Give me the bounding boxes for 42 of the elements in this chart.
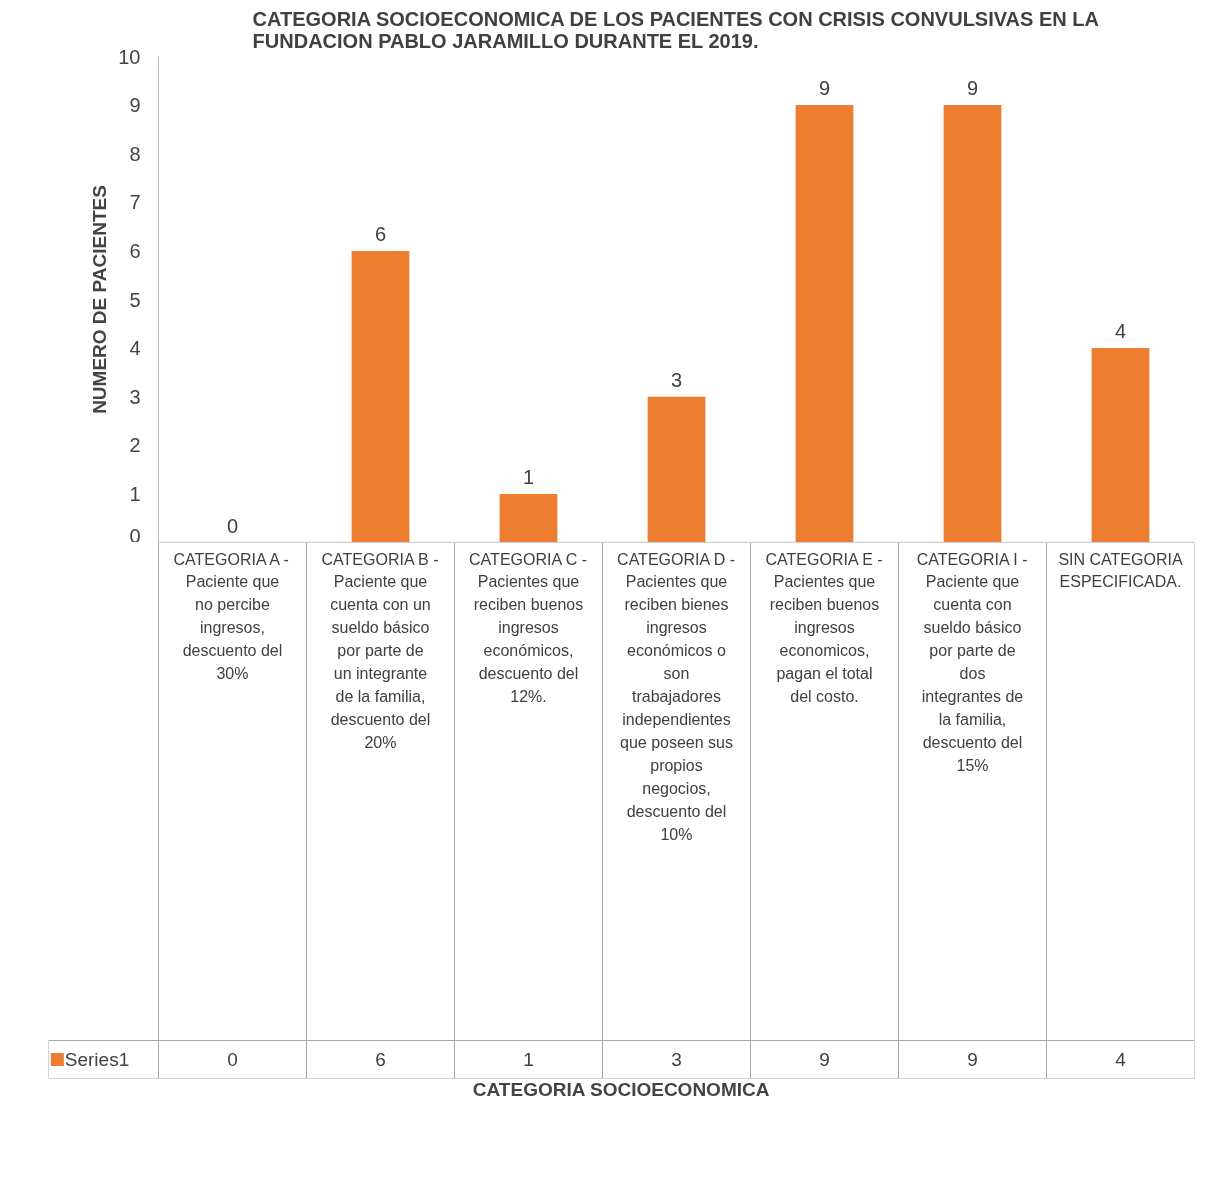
y-tick-label: 5 (129, 288, 141, 311)
data-label: 1 (523, 1049, 534, 1070)
x-tick-label: CATEGORIA A - Paciente que no percibe ingresos, descuento del 30% (173, 550, 289, 683)
y-tick-label: 3 (129, 385, 141, 408)
category-label: CATEGORIA D - Pacientes que reciben bienes ingresos económicos o son trabajadores independientes que poseen sus propios negocios, descuento del 10% (617, 550, 736, 843)
x-tick-label: CATEGORIA C - Pacientes que reciben buenos ingresos económicos, descuento del 12%. (469, 550, 588, 706)
y-tick-label: 4 (129, 337, 141, 360)
bar (1091, 348, 1150, 542)
x-tick-label: CATEGORIA E - Pacientes que reciben buenos ingresos economicos, pagan el total del costo. (765, 550, 883, 706)
y-tick-label: 7 (129, 191, 141, 214)
bar (499, 493, 558, 542)
chart-title: CATEGORIA SOCIOECONOMICA DE LOS PACIENTES CON CRISIS CONVULSIVAS EN LA FUNDACION PABLO JARAMILLO DURANTE EL 2019. (252, 7, 1099, 52)
category-label: CATEGORIA I - Paciente que cuenta con sueldo básico por parte de dos integrantes de la familia, descuento del 15% (916, 550, 1028, 775)
data-label: 0 (227, 1049, 238, 1070)
data-label: 3 (671, 1049, 682, 1070)
data-label: 6 (375, 1049, 386, 1070)
y-tick-label: 1 (129, 482, 141, 505)
data-label: 9 (967, 1049, 978, 1070)
y-tick-label: 6 (129, 239, 141, 262)
bar (943, 105, 1002, 542)
text: 4 (1114, 320, 1127, 343)
data-label: 4 (1115, 1049, 1127, 1070)
y-tick-label: 2 (129, 434, 141, 457)
text: 1 (522, 465, 535, 488)
text: CATEGORIA SOCIOECONOMICA (472, 1078, 770, 1100)
data-label: 9 (819, 1049, 830, 1070)
bar (647, 396, 706, 542)
bar (795, 105, 854, 542)
y-tick-label: 9 (129, 94, 141, 117)
y-tick-label: 8 (129, 142, 141, 165)
y-axis-title: NUMERO DE PACIENTES (89, 185, 111, 414)
text: 3 (670, 368, 683, 391)
y-tick-label: 10 (118, 45, 141, 68)
text: 0 (226, 514, 239, 537)
text: 9 (818, 77, 831, 100)
text: 9 (966, 77, 979, 100)
text: 6 (374, 222, 387, 245)
x-tick-label: SIN CATEGORIA ESPECIFICADA. (1058, 550, 1183, 591)
y-tick-label: 0 (129, 524, 141, 547)
category-label: CATEGORIA B - Paciente que cuenta con un sueldo básico por parte de un integrante de la familia, descuento del 20% (321, 550, 439, 752)
bar (351, 250, 410, 542)
legend-label: Series1 (64, 1049, 130, 1070)
